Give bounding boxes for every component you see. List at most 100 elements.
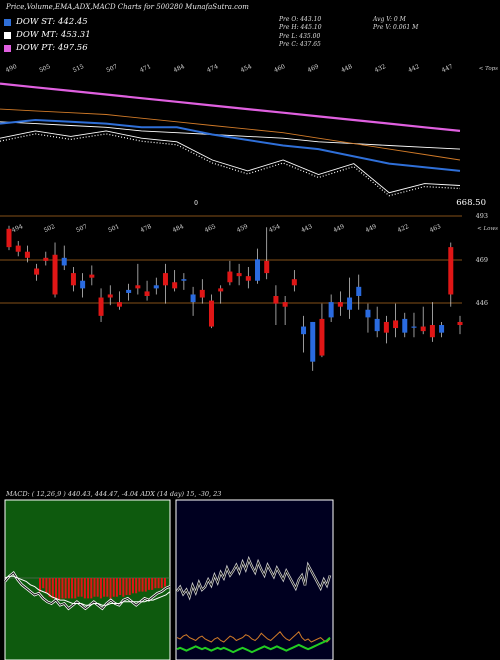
macd-histogram-bar: [64, 578, 67, 599]
macd-histogram-bar: [55, 578, 58, 601]
macd-adx-caption: MACD: ( 12,26,9 ) 440.43, 444.47, -4.04 …: [6, 490, 222, 498]
macd-line-inner: [4, 572, 171, 610]
candle-body: [273, 296, 279, 304]
candle-body: [181, 279, 187, 281]
ema-series-2: [0, 108, 461, 161]
price-x-tick: 447: [441, 63, 455, 74]
candle-body: [264, 260, 270, 274]
candle-x-tick: 465: [204, 223, 218, 234]
candle-body: [255, 259, 261, 281]
macd-histogram-bar: [147, 578, 150, 590]
ema-series-4: [0, 130, 461, 194]
legend-pt: DOW PT: 497.56: [4, 43, 88, 53]
macd-histogram-bar: [93, 578, 96, 597]
macd-histogram-bar: [122, 578, 125, 597]
stat-open: Pre O: 443.10: [279, 16, 322, 23]
candle-x-tick: 507: [75, 223, 89, 234]
candle-x-tick: 502: [43, 223, 57, 234]
macd-histogram-bar: [138, 578, 141, 592]
macd-histogram-bar: [135, 578, 138, 594]
legend-mt: DOW MT: 453.31: [4, 30, 91, 40]
price-x-tick: 474: [206, 63, 220, 74]
stat-avg-volume: Avg V: 0 M: [373, 16, 406, 23]
candle-body: [347, 297, 353, 310]
ema-series-1: [0, 121, 461, 150]
legend-st-label: DOW ST: 442.45: [16, 17, 88, 27]
macd-histogram-bar: [51, 578, 54, 599]
macd-histogram-bar: [96, 578, 99, 597]
candle-body: [282, 302, 288, 307]
macd-histogram-bar: [80, 578, 83, 597]
candle-body: [365, 309, 371, 318]
candle-x-tick: 422: [397, 223, 411, 234]
adx-plus-di-line: [176, 630, 331, 643]
candle-body: [439, 325, 445, 333]
candlestick-chart: 494 502 507 501 478 484 465 459 454 443 449 449 422 4…: [0, 212, 498, 371]
candle-x-tick: 501: [107, 223, 120, 234]
macd-histogram-bar: [125, 578, 128, 595]
macd-histogram-bar: [90, 578, 93, 599]
candle-body: [420, 326, 426, 332]
macd-histogram-bar: [45, 578, 48, 594]
macd-histogram-bar: [58, 578, 61, 601]
candle-body: [107, 294, 113, 298]
macd-signal-line: [4, 575, 171, 606]
candle-body: [98, 297, 104, 316]
macd-histogram-bar: [103, 578, 106, 597]
macd-histogram-bar: [42, 578, 45, 589]
candle-body: [144, 291, 150, 296]
candle-x-tick: 484: [171, 223, 185, 234]
price-x-tick: 454: [239, 63, 253, 74]
price-current-label: 668.50: [456, 198, 486, 208]
candle-body: [116, 302, 122, 307]
macd-histogram-bar: [77, 578, 80, 597]
candle-x-tick: 459: [236, 223, 250, 234]
macd-histogram-bar: [160, 578, 163, 589]
macd-histogram-bar: [61, 578, 64, 599]
candle-body: [15, 245, 21, 252]
candle-body: [236, 273, 242, 277]
price-x-tick: 469: [307, 63, 321, 74]
stat-prev-volume: Pre V: 0.061 M: [373, 24, 419, 32]
macd-histogram-bar: [151, 578, 154, 590]
candle-body: [319, 318, 325, 356]
candle-body: [126, 289, 132, 293]
price-ema-chart: 490 505 515 507 471 484 474 454 460 469 448 432 442 4…: [0, 63, 498, 208]
price-tops-label: < Tops: [479, 66, 498, 72]
candle-body: [208, 300, 214, 327]
ema-series-0: [0, 82, 461, 132]
macd-histogram-bar: [106, 578, 109, 597]
price-x-tick: 515: [72, 63, 86, 74]
candle-body: [457, 321, 463, 326]
candle-body: [6, 228, 12, 248]
candle-body: [162, 273, 168, 286]
legend-st-swatch: [4, 18, 11, 26]
candle-x-tick: 478: [139, 223, 153, 234]
candle-body: [34, 268, 40, 275]
candle-x-tick: 463: [429, 223, 443, 234]
candle-body: [448, 247, 454, 295]
candle-body: [89, 274, 95, 278]
candle-hline-label: 469: [476, 256, 488, 264]
candle-body: [61, 257, 67, 266]
candle-x-tick: 443: [300, 223, 314, 234]
candle-body: [301, 326, 307, 335]
stats-prev: Pre O: 443.10 Pre H: 445.10 Pre L: 435.0…: [279, 16, 322, 49]
candle-body: [70, 273, 76, 286]
stats-volume: Avg V: 0 M Pre V: 0.061 M: [373, 16, 418, 33]
price-x-tick: 471: [139, 63, 152, 74]
ema-series-3: [0, 118, 461, 172]
candle-body: [393, 320, 399, 329]
candle-body: [227, 271, 233, 283]
candle-body: [190, 294, 196, 303]
adx-minus-di-line: [176, 636, 331, 654]
macd-histogram-bar: [71, 578, 74, 599]
macd-histogram-bar: [109, 578, 112, 599]
price-x-tick: 460: [273, 63, 287, 74]
legend-mt-label: DOW MT: 453.31: [16, 30, 91, 40]
candle-body: [218, 288, 224, 292]
candle-x-tick: 494: [11, 223, 25, 234]
adx-chart: [175, 499, 334, 660]
price-x-tick: 448: [340, 63, 354, 74]
